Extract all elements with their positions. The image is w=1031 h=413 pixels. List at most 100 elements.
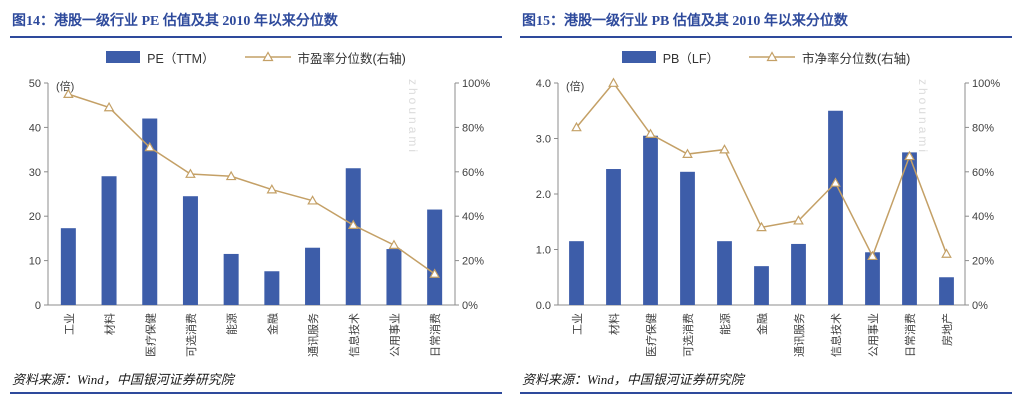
- bar: [182, 196, 198, 305]
- category-label: 公用事业: [388, 313, 401, 357]
- right-axis-label: 0%: [972, 300, 988, 312]
- panel-pb-chart: 图15：港股一级行业 PB 估值及其 2010 年以来分位数 PB（LF） 市净…: [520, 7, 1012, 394]
- bar: [939, 277, 954, 305]
- category-label: 工业: [571, 313, 584, 335]
- legend-label-pb-bar: PB（LF）: [662, 51, 719, 66]
- category-label: 日常消费: [428, 313, 442, 357]
- left-axis-label: 30: [29, 167, 41, 179]
- left-axis-label: 10: [29, 256, 41, 268]
- category-label: 信息技术: [347, 313, 361, 357]
- legend-item-pb-line: 市净率分位数(右轴): [748, 48, 911, 67]
- triangle-marker: [347, 219, 359, 229]
- legend-item-pe-bar: PE（TTM）: [106, 48, 215, 67]
- bar: [828, 110, 843, 305]
- bar: [717, 241, 732, 305]
- bar: [142, 118, 158, 305]
- bar: [427, 209, 443, 305]
- bar: [791, 243, 806, 305]
- triangle-marker: [756, 221, 767, 232]
- figure-row: 图14：港股一级行业 PE 估值及其 2010 年以来分位数 PE（TTM） 市…: [10, 7, 1012, 394]
- percentile-line: [68, 93, 436, 275]
- right-axis-label: 40%: [462, 211, 484, 223]
- triangle-marker: [830, 177, 841, 187]
- legend-item-pe-line: 市盈率分位数(右轴): [244, 48, 406, 67]
- bar: [386, 249, 402, 305]
- bar-swatch: [106, 51, 141, 63]
- category-label: 通讯服务: [793, 313, 806, 357]
- legend-pb: PB（LF） 市净率分位数(右轴): [520, 47, 1012, 67]
- bar: [680, 171, 695, 305]
- triangle-marker: [719, 144, 730, 154]
- bar: [754, 266, 769, 305]
- bar: [606, 169, 621, 305]
- triangle-marker: [266, 184, 278, 194]
- category-label: 信息技术: [829, 313, 843, 357]
- right-axis-label: 40%: [972, 211, 994, 223]
- triangle-marker: [307, 195, 318, 205]
- source-note-pb: 资料来源：Wind，中国银河证券研究院: [522, 372, 744, 387]
- category-label: 工业: [63, 313, 76, 335]
- bar: [223, 253, 239, 305]
- left-axis-label: 50: [29, 78, 41, 90]
- triangle-marker: [941, 248, 952, 258]
- right-axis-label: 100%: [462, 78, 490, 90]
- triangle-marker: [388, 239, 400, 249]
- axis-unit-label: (倍): [56, 79, 74, 93]
- right-axis-label: 80%: [972, 122, 994, 134]
- triangle-marker: [63, 88, 74, 98]
- category-label: 能源: [718, 313, 732, 335]
- category-label: 能源: [225, 313, 239, 335]
- right-axis-label: 60%: [972, 167, 994, 179]
- triangle-marker: [225, 170, 237, 181]
- source-note-pe: 资料来源：Wind，中国银河证券研究院: [12, 372, 234, 387]
- right-axis-label: 60%: [462, 167, 484, 179]
- category-label: 日常消费: [903, 313, 917, 357]
- bar: [101, 176, 117, 305]
- legend-label-pb-line: 市净率分位数(右轴): [801, 51, 911, 66]
- panel-pe-chart: 图14：港股一级行业 PE 估值及其 2010 年以来分位数 PE（TTM） 市…: [10, 7, 502, 394]
- triangle-marker: [682, 148, 693, 158]
- left-axis-label: 3.0: [536, 134, 551, 146]
- bottom-rule: [520, 392, 1012, 394]
- bar: [305, 247, 321, 305]
- axis-unit-label: (倍): [566, 79, 584, 93]
- right-axis-label: 20%: [462, 256, 484, 268]
- category-label: 医疗保健: [143, 313, 157, 357]
- chart-title-pb: 图15：港股一级行业 PB 估值及其 2010 年以来分位数: [520, 7, 1012, 38]
- category-label: 材料: [607, 313, 621, 335]
- bar: [865, 252, 880, 305]
- pe-chart-canvas: 0 10 20 30 40 50 0% 20% 40% 60% 80% 100% (倍) 工业 材料 医疗保健…: [29, 78, 491, 357]
- triangle-marker: [185, 168, 196, 178]
- left-axis-label: 1.0: [536, 245, 551, 257]
- bar: [569, 241, 584, 305]
- category-label: 材料: [103, 313, 117, 335]
- category-label: 通讯服务: [307, 313, 320, 357]
- left-axis-label: 20: [29, 211, 41, 223]
- bar: [264, 271, 280, 305]
- legend-pe: PE（TTM） 市盈率分位数(右轴): [10, 47, 502, 67]
- bar-swatch: [621, 51, 656, 63]
- bar: [643, 135, 658, 305]
- left-axis-label: 0: [35, 300, 41, 312]
- triangle-marker: [793, 215, 804, 225]
- right-axis-label: 0%: [462, 300, 478, 312]
- bar: [902, 152, 917, 305]
- bottom-rule: [10, 392, 502, 394]
- bar: [345, 168, 361, 305]
- line-marker-swatch: [244, 51, 291, 62]
- category-label: 房地产: [940, 313, 954, 346]
- right-axis-label: 20%: [972, 256, 994, 268]
- category-label: 可选消费: [184, 313, 198, 357]
- right-axis-label: 100%: [972, 78, 1000, 90]
- right-axis-label: 80%: [462, 122, 484, 134]
- triangle-marker: [103, 101, 115, 112]
- legend-label-pe-bar: PE（TTM）: [147, 51, 215, 66]
- category-label: 金融: [265, 313, 279, 335]
- legend-item-pb-bar: PB（LF）: [621, 48, 719, 67]
- line-marker-swatch: [748, 51, 795, 62]
- chart-title-pe: 图14：港股一级行业 PE 估值及其 2010 年以来分位数: [10, 7, 502, 38]
- left-axis-label: 4.0: [536, 78, 551, 90]
- left-axis-label: 2.0: [536, 189, 551, 201]
- bar: [60, 228, 76, 305]
- legend-label-pe-line: 市盈率分位数(右轴): [297, 51, 406, 66]
